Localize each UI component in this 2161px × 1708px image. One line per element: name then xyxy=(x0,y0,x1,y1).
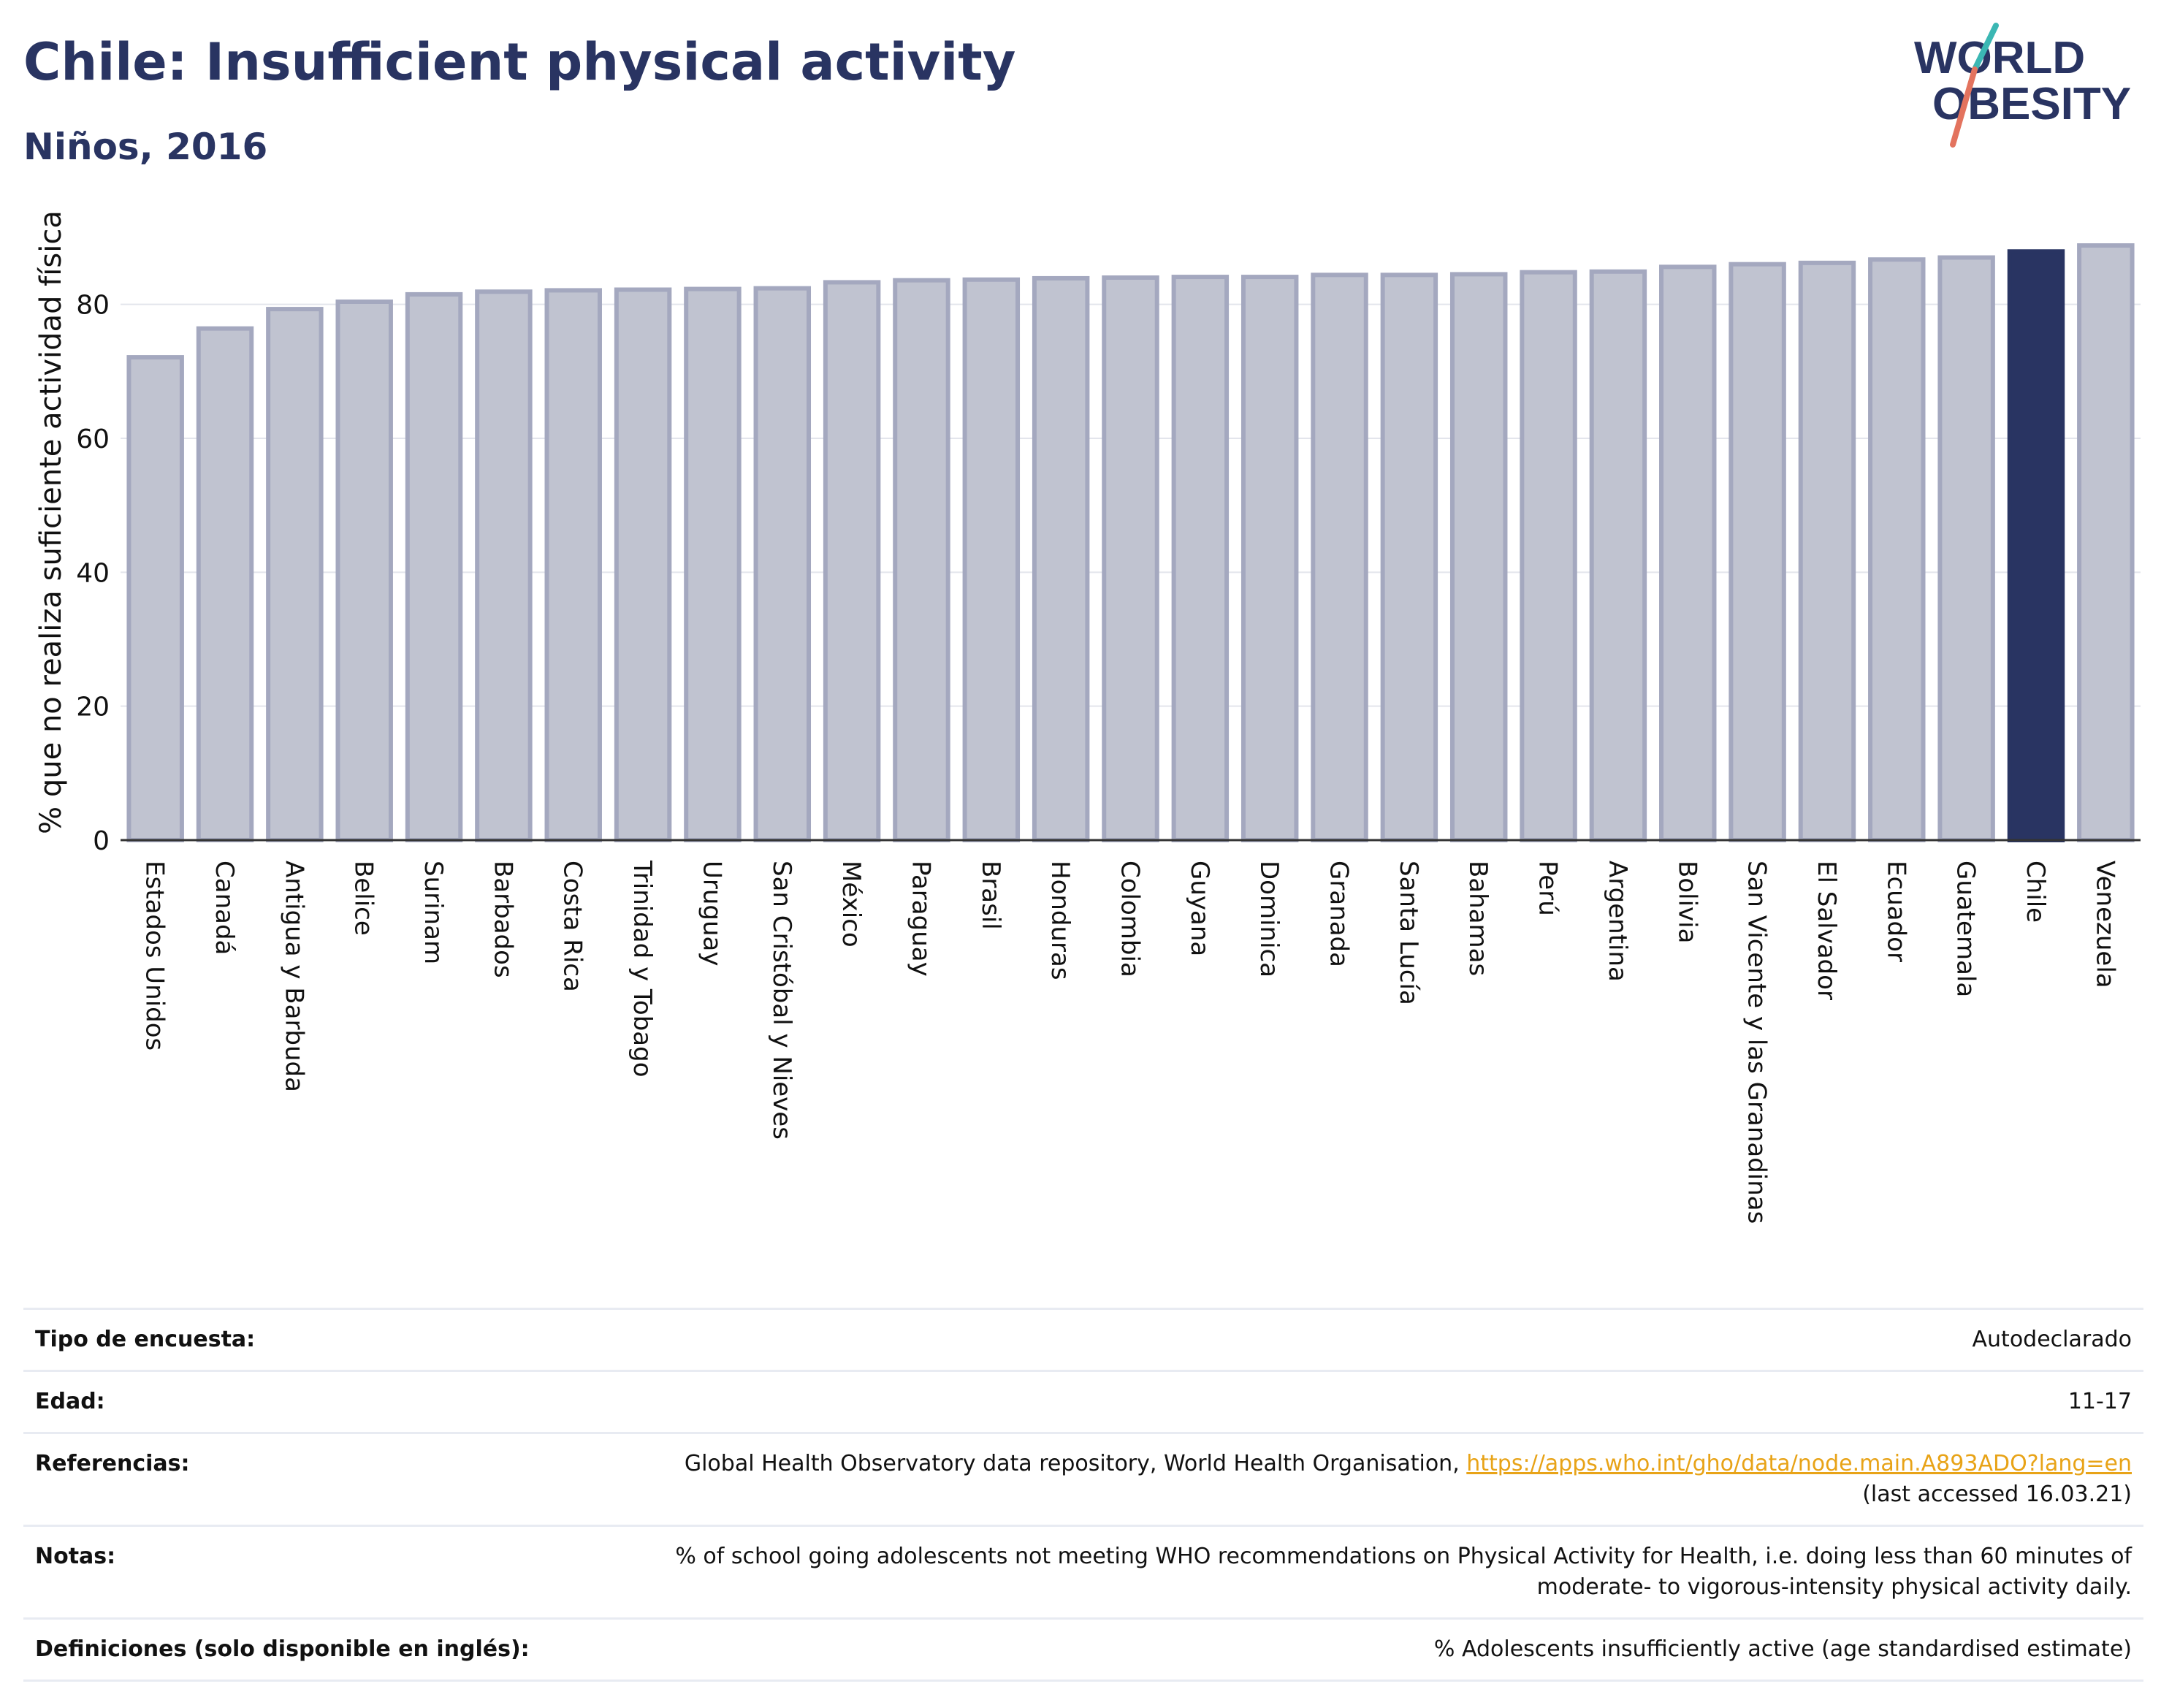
x-tick-label: Antigua y Barbuda xyxy=(279,861,308,1092)
y-tick-label: 20 xyxy=(76,693,110,723)
x-tick-label: Chile xyxy=(2021,861,2050,923)
y-tick-label: 80 xyxy=(76,291,110,321)
references-text: Global Health Observatory data repositor… xyxy=(684,1451,1467,1476)
meta-row-notes: Notas: % of school going adolescents not… xyxy=(23,1525,2143,1620)
meta-row-age: Edad: 11-17 xyxy=(23,1370,2143,1434)
references-link[interactable]: https://apps.who.int/gho/data/node.main.… xyxy=(1466,1451,2132,1476)
bar xyxy=(2077,243,2135,842)
x-tick-label: Surinam xyxy=(419,861,448,964)
bar xyxy=(1659,264,1717,843)
notes-label: Notas: xyxy=(23,1525,558,1620)
notes-line-2: moderate- to vigorous-intensity physical… xyxy=(1536,1574,2132,1600)
meta-row-survey: Tipo de encuesta: Autodeclarado xyxy=(23,1308,2143,1372)
bar xyxy=(684,286,742,843)
x-tick-label: Venezuela xyxy=(2090,861,2119,988)
x-tick-label: Bahamas xyxy=(1463,861,1493,976)
x-tick-label: Bolivia xyxy=(1672,861,1701,943)
page-title: Chile: Insufficient physical activity xyxy=(23,32,1016,92)
x-tick-label: El Salvador xyxy=(1812,861,1841,1000)
x-tick-label: Santa Lucía xyxy=(1394,861,1423,1005)
x-tick-labels: Estados Unidos Canadá Antigua y Barbuda Bel… xyxy=(140,860,2120,1224)
bar-chart: 0 20 40 60 80 Estados Unidos Canadá Antigua y … xyxy=(76,243,2141,1224)
x-tick-label: Costa Rica xyxy=(558,861,587,992)
x-tick-label: Ecuador xyxy=(1881,861,1910,962)
age-label: Edad: xyxy=(23,1370,558,1434)
x-tick-label: Paraguay xyxy=(906,861,935,977)
bar xyxy=(335,300,393,842)
notes-value: % of school going adolescents not meetin… xyxy=(558,1525,2143,1620)
x-tick-label: Estados Unidos xyxy=(140,861,169,1051)
bar xyxy=(1520,270,1577,842)
bars xyxy=(121,243,2141,843)
logo-slash-coral xyxy=(1950,66,1978,148)
bar xyxy=(544,288,602,842)
bar xyxy=(614,287,672,842)
bar xyxy=(962,277,1021,842)
x-tick-label: Canadá xyxy=(210,861,239,955)
meta-row-definitions: Definiciones (solo disponible en inglés)… xyxy=(23,1617,2143,1682)
bar xyxy=(1937,255,1995,842)
y-tick-label: 0 xyxy=(93,826,110,856)
bar xyxy=(1380,272,1438,843)
bar xyxy=(1240,275,1299,843)
bar xyxy=(405,291,463,842)
x-tick-label: Trinidad y Tobago xyxy=(628,860,657,1078)
references-accessed: (last accessed 16.03.21) xyxy=(1862,1482,2132,1507)
x-tick-label: Barbados xyxy=(488,861,517,978)
x-tick-label: Perú xyxy=(1533,861,1563,916)
bar xyxy=(126,355,184,843)
x-tick-label: Granada xyxy=(1325,861,1354,967)
y-tick-labels: 0 20 40 60 80 xyxy=(76,291,110,856)
x-tick-label: Uruguay xyxy=(697,861,726,967)
y-axis-label: % que no realiza suficiente actividad fí… xyxy=(34,210,68,834)
x-tick-label: Belice xyxy=(349,861,378,936)
bar xyxy=(1311,272,1368,843)
survey-type-label: Tipo de encuesta: xyxy=(23,1308,558,1372)
bar xyxy=(1032,275,1090,842)
x-tick-label: Brasil xyxy=(976,861,1005,930)
references-label: Referencias: xyxy=(23,1432,558,1527)
bar xyxy=(753,286,812,842)
world-obesity-logo: WORLD OBESITY xyxy=(1914,23,2131,148)
metadata-table: Tipo de encuesta: Autodeclarado Edad: 11… xyxy=(23,1308,2143,1682)
x-tick-label: Dominica xyxy=(1254,861,1284,977)
y-tick-label: 60 xyxy=(76,424,110,454)
bar xyxy=(2007,249,2065,842)
x-tick-label: México xyxy=(836,861,866,948)
bar xyxy=(1798,260,1856,843)
logo-slash-teal xyxy=(1972,23,1999,72)
page-subtitle: Niños, 2016 xyxy=(23,126,268,168)
definitions-label: Definiciones (solo disponible en inglés)… xyxy=(23,1617,558,1682)
x-tick-label: Honduras xyxy=(1045,861,1075,980)
x-tick-label: Argentina xyxy=(1603,861,1632,982)
x-tick-label: San Cristóbal y Nieves xyxy=(767,861,796,1140)
age-value: 11-17 xyxy=(558,1370,2143,1434)
bar xyxy=(1729,262,1786,842)
definitions-value: % Adolescents insufficiently active (age… xyxy=(558,1617,2143,1682)
x-tick-label: Colombia xyxy=(1116,861,1145,977)
y-tick-label: 40 xyxy=(76,558,110,588)
bar xyxy=(1589,269,1647,842)
references-value: Global Health Observatory data repositor… xyxy=(558,1432,2143,1527)
bar xyxy=(1102,275,1159,842)
bar xyxy=(893,278,950,842)
bar xyxy=(823,280,881,842)
bar xyxy=(1868,257,1926,842)
logo-text-world: WORLD xyxy=(1914,33,2085,83)
bar xyxy=(1171,275,1230,843)
bar xyxy=(266,307,324,843)
survey-type-value: Autodeclarado xyxy=(558,1308,2143,1372)
notes-line-1: % of school going adolescents not meetin… xyxy=(675,1544,2132,1569)
bar xyxy=(1449,272,1508,842)
bar xyxy=(196,326,254,842)
x-tick-label: Guatemala xyxy=(1951,861,1981,997)
meta-row-references: Referencias: Global Health Observatory d… xyxy=(23,1432,2143,1527)
x-tick-label: Guyana xyxy=(1185,861,1214,956)
x-tick-label: San Vicente y las Granadinas xyxy=(1742,861,1772,1224)
bar xyxy=(475,289,533,842)
